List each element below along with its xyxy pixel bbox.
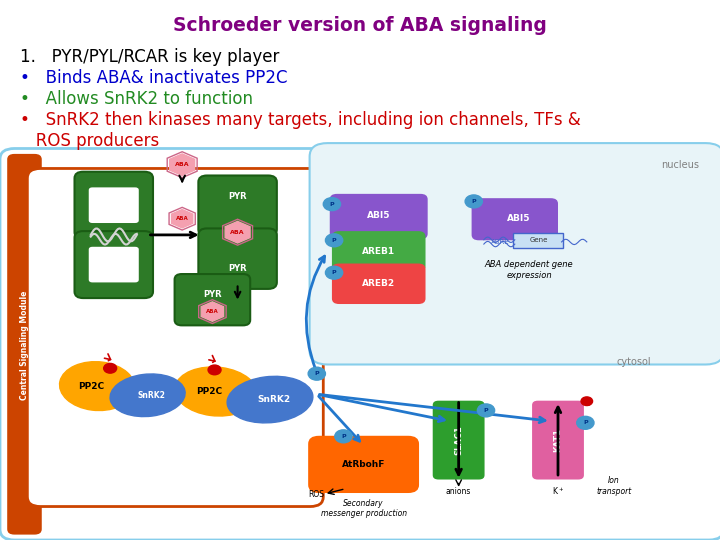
Text: nucleus: nucleus [662, 160, 699, 170]
Text: PP2C: PP2C [78, 382, 104, 390]
Text: P: P [484, 408, 488, 413]
Text: •   Allows SnRK2 to function: • Allows SnRK2 to function [20, 90, 253, 108]
Text: AREB1: AREB1 [362, 247, 395, 255]
Text: Ion
transport: Ion transport [597, 476, 631, 496]
Text: P: P [341, 434, 346, 439]
Circle shape [208, 365, 221, 375]
Circle shape [335, 430, 352, 443]
Text: 1.   PYR/PYL/RCAR is key player: 1. PYR/PYL/RCAR is key player [20, 48, 279, 66]
FancyBboxPatch shape [332, 264, 426, 304]
FancyBboxPatch shape [27, 168, 323, 507]
Text: ABA: ABA [176, 216, 189, 221]
Circle shape [465, 195, 482, 208]
Text: SnRK2: SnRK2 [257, 395, 290, 404]
Text: ABI5: ABI5 [507, 214, 530, 223]
Text: AtRbohF: AtRbohF [342, 460, 385, 469]
FancyBboxPatch shape [433, 401, 485, 480]
Circle shape [477, 404, 495, 417]
Text: P: P [332, 270, 336, 275]
Text: P: P [330, 201, 334, 207]
FancyBboxPatch shape [308, 436, 419, 493]
FancyBboxPatch shape [532, 401, 584, 480]
FancyBboxPatch shape [174, 274, 251, 325]
Text: PYR: PYR [228, 192, 247, 201]
Text: ABA: ABA [230, 230, 245, 235]
Text: P: P [472, 199, 476, 204]
Circle shape [325, 234, 343, 247]
Ellipse shape [175, 367, 257, 416]
FancyBboxPatch shape [199, 228, 277, 289]
Text: cytosol: cytosol [616, 357, 651, 367]
Text: ABA: ABA [175, 162, 189, 167]
FancyBboxPatch shape [199, 176, 277, 236]
FancyBboxPatch shape [0, 148, 720, 540]
Circle shape [581, 397, 593, 406]
Circle shape [325, 266, 343, 279]
Text: PYR: PYR [228, 264, 247, 273]
Ellipse shape [227, 376, 313, 423]
Text: •   Binds ABA& inactivates PP2C: • Binds ABA& inactivates PP2C [20, 69, 288, 87]
FancyBboxPatch shape [332, 231, 426, 272]
Text: SLAC1: SLAC1 [454, 425, 463, 455]
FancyBboxPatch shape [310, 143, 720, 364]
Text: PP2C: PP2C [196, 387, 222, 396]
Circle shape [308, 367, 325, 380]
Text: ABA dependent gene
expression: ABA dependent gene expression [485, 260, 574, 280]
Text: P: P [315, 371, 319, 376]
Text: KAT1: KAT1 [554, 428, 562, 452]
Text: ROS: ROS [308, 490, 324, 498]
Circle shape [577, 416, 594, 429]
FancyBboxPatch shape [75, 172, 153, 239]
Text: PYR: PYR [203, 290, 222, 299]
Ellipse shape [110, 374, 185, 416]
Text: PYR: PYR [104, 201, 123, 210]
FancyBboxPatch shape [7, 154, 42, 535]
Text: •   SnRK2 then kinases many targets, including ion channels, TFs &: • SnRK2 then kinases many targets, inclu… [20, 111, 581, 129]
Text: ABA: ABA [206, 309, 219, 314]
FancyBboxPatch shape [75, 231, 153, 298]
FancyBboxPatch shape [330, 194, 428, 239]
Ellipse shape [60, 362, 135, 410]
Text: P: P [583, 420, 588, 426]
FancyBboxPatch shape [472, 198, 558, 240]
FancyBboxPatch shape [513, 233, 563, 248]
Text: AREB2: AREB2 [362, 279, 395, 288]
Circle shape [323, 198, 341, 211]
FancyBboxPatch shape [89, 187, 139, 223]
Text: Central Signaling Module: Central Signaling Module [20, 291, 29, 400]
Text: ABI5: ABI5 [367, 212, 390, 220]
Text: Gene: Gene [529, 237, 548, 244]
Text: Secondary
messenger production: Secondary messenger production [320, 499, 407, 518]
Circle shape [104, 363, 117, 373]
Text: Schroeder version of ABA signaling: Schroeder version of ABA signaling [173, 16, 547, 36]
Text: PYR: PYR [104, 260, 123, 269]
Text: ABRE: ABRE [491, 239, 510, 245]
Text: anions: anions [446, 487, 472, 496]
Text: K$^+$: K$^+$ [552, 485, 564, 497]
Text: SnRK2: SnRK2 [138, 391, 165, 400]
FancyBboxPatch shape [89, 247, 139, 282]
Text: ROS producers: ROS producers [20, 132, 159, 150]
Text: P: P [332, 238, 336, 243]
